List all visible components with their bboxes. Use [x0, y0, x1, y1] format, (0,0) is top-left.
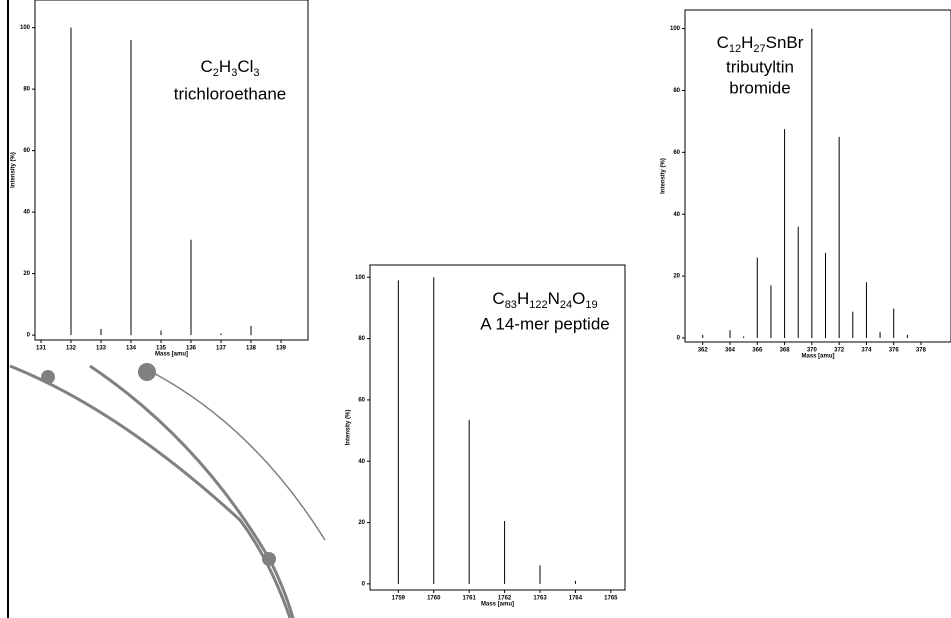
- y-tick-label: 20: [673, 274, 680, 280]
- x-tick-label: 368: [780, 348, 791, 354]
- y-tick-label: 40: [673, 212, 680, 218]
- y-tick-label: 20: [358, 520, 365, 526]
- x-tick-label: 137: [216, 346, 227, 352]
- formula-subscript: 122: [529, 299, 547, 311]
- y-axis-label: Intensity (%): [661, 158, 667, 194]
- x-tick-label: 364: [725, 348, 736, 354]
- formula-element: SnBr: [766, 33, 804, 52]
- formula-subscript: 27: [753, 43, 765, 55]
- y-tick-label: 40: [358, 459, 365, 465]
- x-tick-label: 372: [834, 348, 845, 354]
- x-tick-label: 376: [889, 348, 900, 354]
- x-tick-label: 1762: [498, 596, 512, 602]
- plot-frame: [34, 0, 309, 341]
- x-tick-label: 362: [698, 348, 709, 354]
- x-tick-label: 139: [276, 346, 287, 352]
- x-tick-label: 1765: [604, 596, 618, 602]
- x-tick-label: 134: [126, 346, 137, 352]
- x-tick-label: 1763: [533, 596, 547, 602]
- x-tick-label: 1760: [427, 596, 441, 602]
- x-axis-label: Mass [amu]: [481, 602, 514, 608]
- formula: C83H122N24O19: [492, 289, 597, 310]
- x-tick-label: 138: [246, 346, 257, 352]
- formula-subscript: 19: [585, 299, 597, 311]
- formula-subscript: 83: [505, 299, 517, 311]
- formula-subscript: 3: [253, 67, 259, 79]
- y-axis-label: Intensity (%): [346, 410, 352, 446]
- decoration: [9, 363, 326, 618]
- x-tick-label: 1764: [569, 596, 583, 602]
- formula-element: H: [219, 57, 231, 76]
- y-tick-label: 100: [20, 25, 31, 31]
- formula-element: H: [517, 289, 529, 308]
- x-tick-label: 1761: [462, 596, 476, 602]
- formula-element: C: [201, 57, 213, 76]
- x-axis-label: Mass [amu]: [155, 352, 188, 358]
- formula-subscript: 12: [729, 43, 741, 55]
- y-tick-label: 80: [673, 88, 680, 94]
- compound-name: A 14-mer peptide: [480, 314, 609, 333]
- y-tick-label: 60: [23, 148, 30, 154]
- compound-name: trichloroethane: [174, 84, 286, 103]
- y-tick-label: 80: [358, 336, 365, 342]
- x-tick-label: 131: [36, 346, 47, 352]
- x-tick-label: 133: [96, 346, 107, 352]
- y-tick-label: 100: [355, 275, 366, 281]
- x-tick-label: 136: [186, 346, 197, 352]
- x-tick-label: 1759: [392, 596, 406, 602]
- y-tick-label: 0: [27, 333, 31, 339]
- x-axis-label: Mass [amu]: [801, 354, 834, 360]
- x-tick-label: 374: [861, 348, 872, 354]
- y-tick-label: 40: [23, 210, 30, 216]
- x-tick-label: 370: [807, 348, 818, 354]
- y-tick-label: 20: [23, 271, 30, 277]
- y-tick-label: 80: [23, 87, 30, 93]
- formula: C12H27SnBr: [717, 33, 804, 54]
- y-tick-label: 0: [362, 581, 366, 587]
- y-tick-label: 60: [358, 397, 365, 403]
- y-tick-label: 0: [677, 336, 681, 342]
- formula-element: O: [572, 289, 585, 308]
- formula-element: C: [492, 289, 504, 308]
- compound-name: bromide: [729, 78, 790, 97]
- formula-element: C: [717, 33, 729, 52]
- formula-subscript: 24: [560, 299, 572, 311]
- formula-element: N: [548, 289, 560, 308]
- y-tick-label: 60: [673, 150, 680, 156]
- compound-name: tributyltin: [726, 57, 794, 76]
- y-axis-label: Intensity (%): [11, 152, 17, 188]
- plot-frame: [369, 264, 626, 591]
- plot-frame: [684, 9, 951, 343]
- formula-subscript: 3: [231, 67, 237, 79]
- formula-element: Cl: [237, 57, 253, 76]
- x-tick-label: 135: [156, 346, 167, 352]
- x-tick-label: 366: [752, 348, 763, 354]
- x-tick-label: 132: [66, 346, 77, 352]
- formula-subscript: 2: [213, 67, 219, 79]
- y-tick-label: 100: [670, 26, 681, 32]
- x-tick-label: 378: [916, 348, 927, 354]
- formula-element: H: [741, 33, 753, 52]
- formula: C2H3Cl3: [201, 57, 260, 78]
